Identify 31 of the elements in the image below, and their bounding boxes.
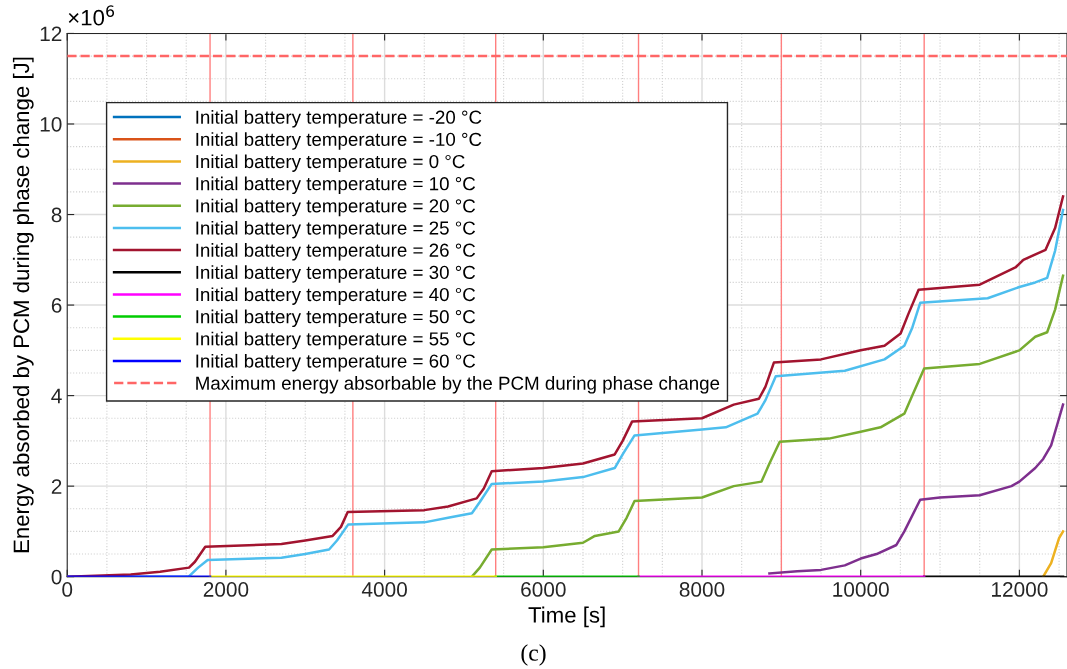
- y-tick-label: 8: [51, 207, 62, 223]
- x-axis-title: Time [s]: [528, 606, 605, 628]
- x-tick-label: 6000: [521, 582, 566, 597]
- legend-label: Initial battery temperature = 25 °C: [196, 220, 476, 239]
- legend-label: Initial battery temperature = -10 °C: [196, 132, 482, 150]
- y-tick-label: 6: [51, 298, 62, 313]
- x-tick-label: 12000: [992, 582, 1048, 597]
- legend-label: Initial battery temperature = 10 °C: [196, 176, 476, 195]
- x-tick-label: 0: [62, 582, 73, 597]
- x-tick-label: 2000: [203, 582, 249, 597]
- legend-label: Initial battery temperature = 20 °C: [196, 198, 476, 217]
- legend-label: Initial battery temperature = 60 °C: [196, 353, 476, 372]
- legend-label: Initial battery temperature = 30 °C: [196, 265, 476, 283]
- legend-label: Initial battery temperature = 26 °C: [196, 243, 476, 261]
- legend-label: Initial battery temperature = 55 °C: [196, 331, 476, 350]
- legend-label: Maximum energy absorbable by the PCM during phase change: [196, 376, 720, 394]
- x-tick-label: 8000: [679, 582, 725, 597]
- y-tick-label: 2: [51, 479, 62, 494]
- y-tick-label: 10: [40, 116, 62, 132]
- text: ×10$^{6}$: [68, 5, 115, 26]
- y-tick-label: 4: [51, 388, 62, 404]
- legend-label: Initial battery temperature = 50 °C: [196, 309, 476, 328]
- text: (c): [521, 644, 546, 666]
- y-axis-title: Energy absorbed by PCM during phase change [J]: [12, 57, 34, 553]
- y-tick-label: 12: [40, 26, 62, 41]
- legend-label: Initial battery temperature = -20 °C: [196, 110, 482, 128]
- legend-label: Initial battery temperature = 40 °C: [196, 287, 476, 305]
- y-tick-label: 0: [51, 569, 62, 585]
- x-tick-label: 10000: [833, 582, 889, 597]
- x-tick-label: 4000: [361, 582, 407, 597]
- legend-label: Initial battery temperature = 0 °C: [196, 154, 465, 172]
